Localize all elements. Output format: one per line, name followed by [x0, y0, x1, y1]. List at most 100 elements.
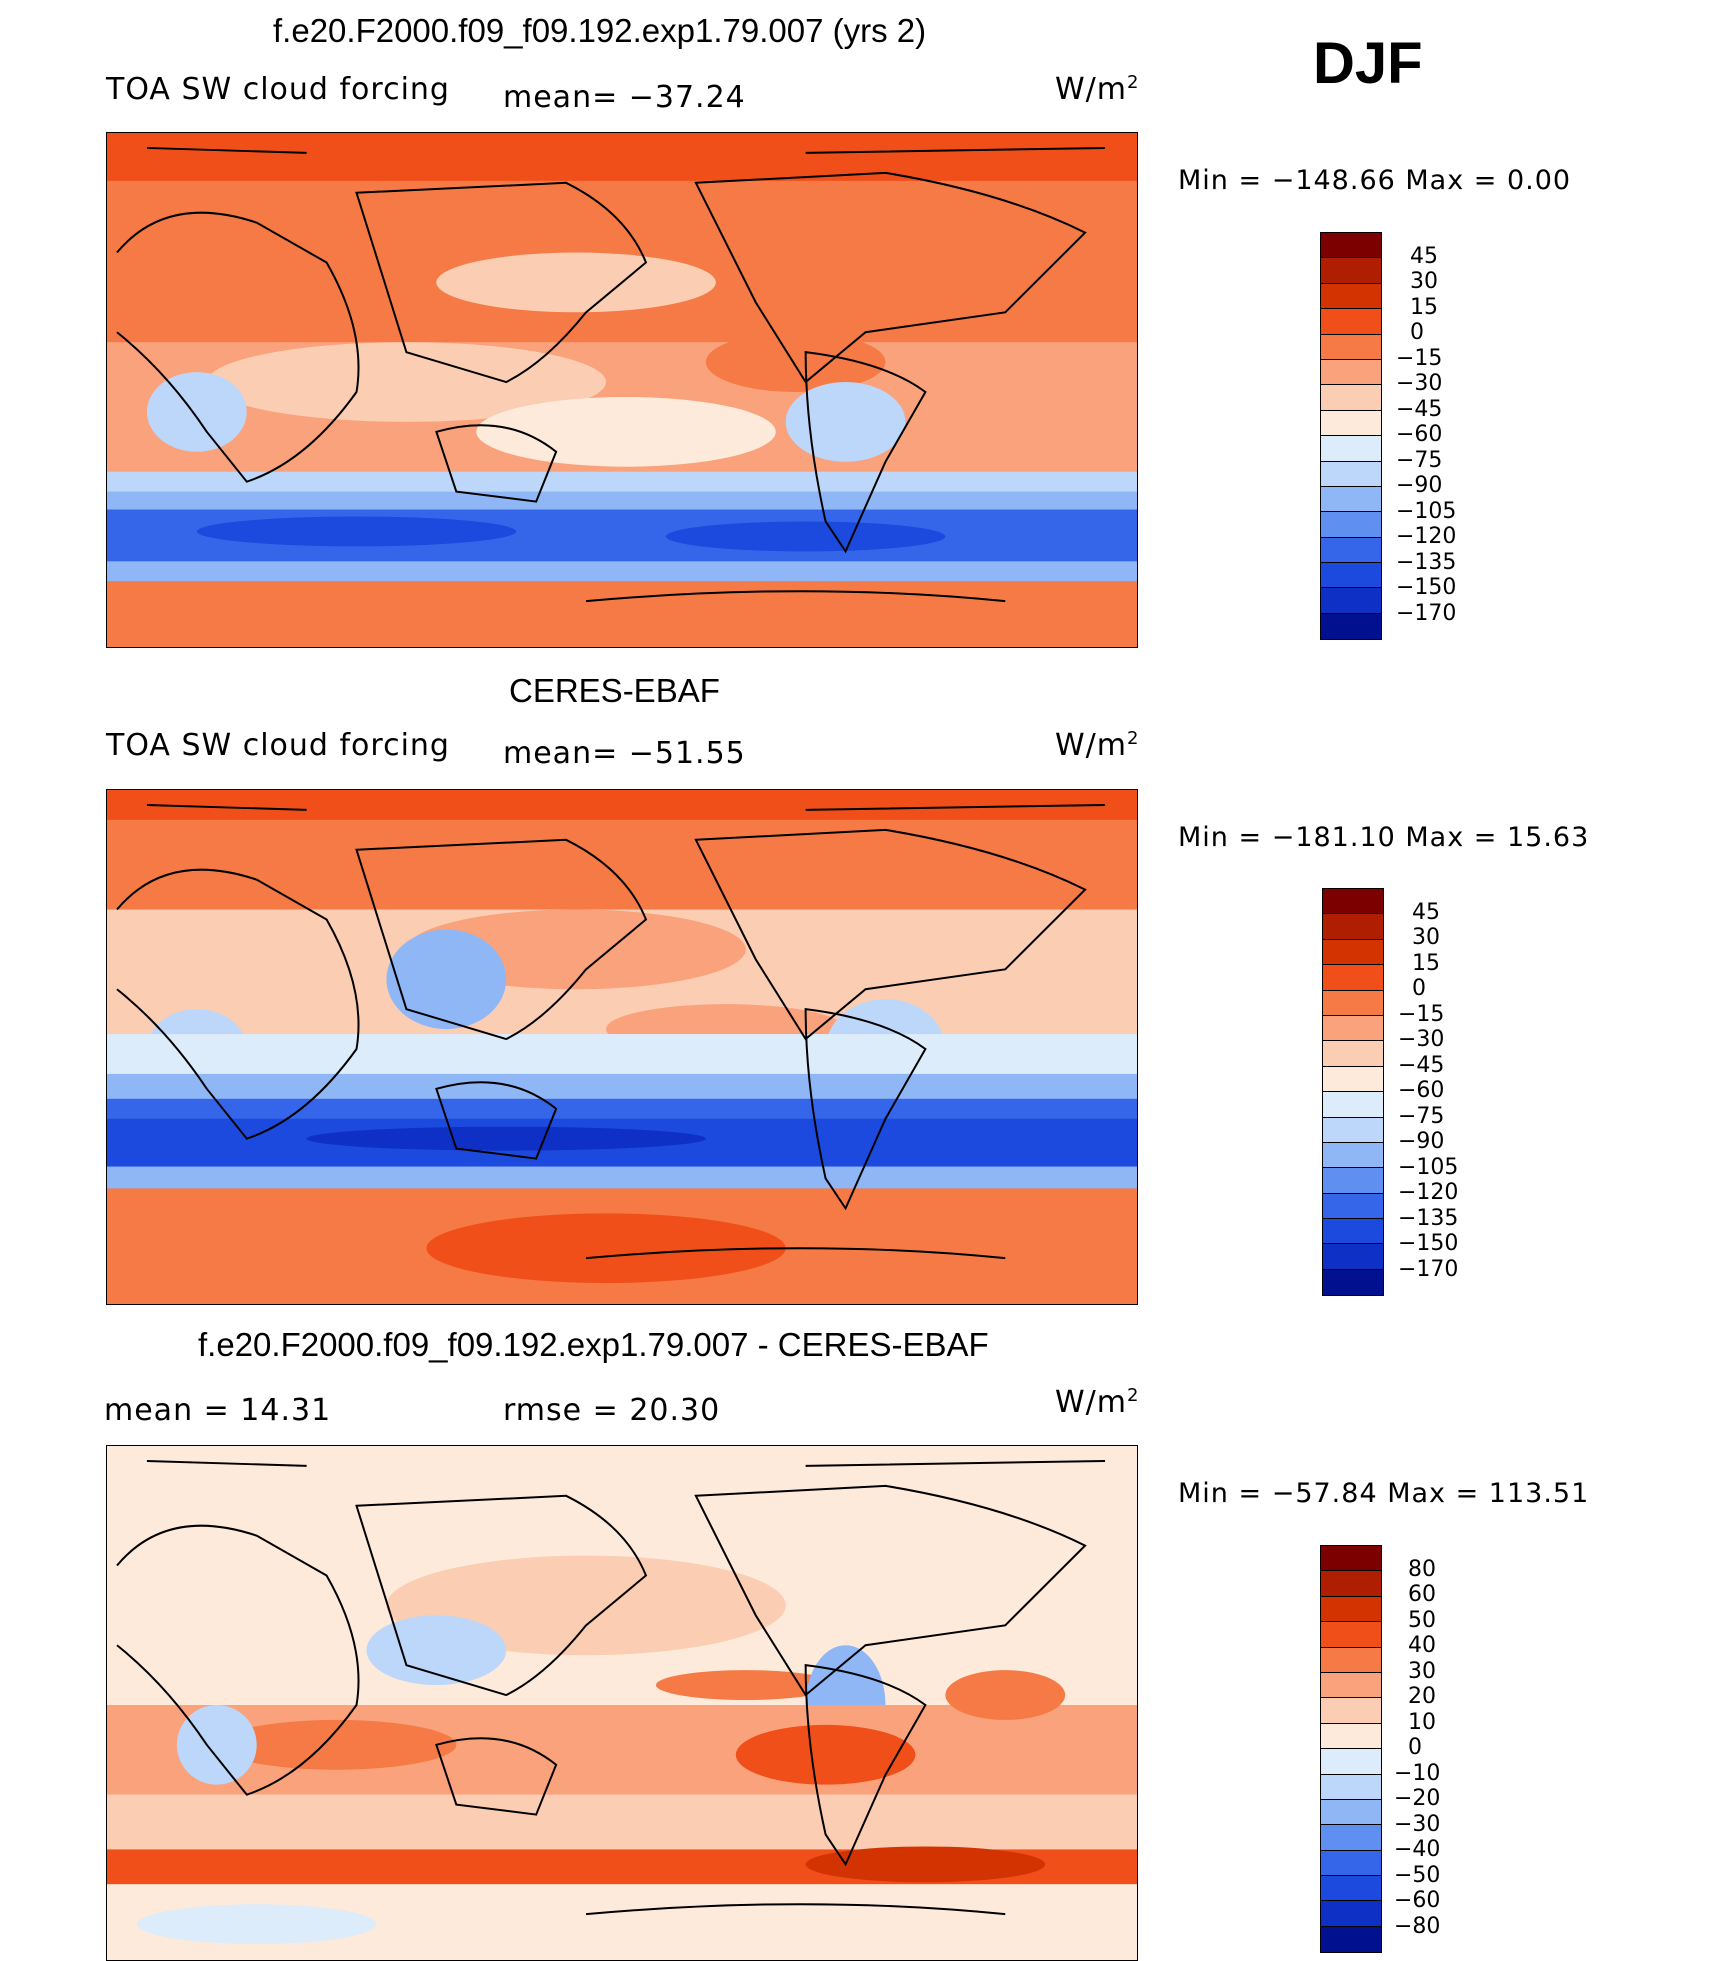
panel-2-colorbar	[1322, 888, 1384, 1296]
colorbar-swatch	[1321, 1596, 1381, 1623]
colorbar-tick-label: 20	[1408, 1684, 1436, 1709]
colorbar-tick-label: −60	[1398, 1078, 1445, 1103]
colorbar-tick-label: 30	[1408, 1658, 1436, 1684]
colorbar-swatch	[1321, 613, 1381, 640]
colorbar-tick-label: −120	[1398, 1180, 1459, 1205]
colorbar-swatch	[1321, 410, 1381, 437]
colorbar-swatch	[1323, 1015, 1383, 1042]
colorbar-swatch	[1321, 1749, 1381, 1775]
colorbar-tick-label: −10	[1394, 1760, 1441, 1786]
colorbar-swatch	[1321, 1876, 1381, 1902]
colorbar-swatch	[1321, 1672, 1381, 1699]
colorbar-tick-label: −30	[1398, 1027, 1445, 1052]
colorbar-swatch	[1321, 258, 1381, 284]
colorbar-tick-label: −135	[1396, 549, 1457, 575]
colorbar-swatch	[1323, 1244, 1383, 1270]
colorbar-swatch	[1321, 1825, 1381, 1851]
colorbar-tick-label: −150	[1398, 1231, 1459, 1256]
panel-3-rmse-label: rmse = 20.30	[503, 1393, 721, 1428]
colorbar-tick-label: −50	[1394, 1862, 1441, 1888]
colorbar-tick-label: −90	[1396, 473, 1443, 498]
colorbar-swatch	[1321, 1698, 1381, 1724]
colorbar-swatch	[1323, 1041, 1383, 1067]
colorbar-tick-label: 30	[1410, 269, 1438, 294]
colorbar-swatch	[1323, 1142, 1383, 1169]
colorbar-swatch	[1323, 965, 1383, 991]
colorbar-swatch	[1323, 1168, 1383, 1194]
colorbar-tick-label: −150	[1396, 575, 1457, 600]
colorbar-tick-label: −30	[1396, 371, 1443, 396]
colorbar-tick-label: 15	[1410, 294, 1438, 320]
colorbar-swatch	[1321, 359, 1381, 386]
colorbar-swatch	[1323, 990, 1383, 1016]
colorbar-tick-label: −30	[1394, 1811, 1441, 1837]
colorbar-tick-label: 60	[1408, 1582, 1436, 1607]
colorbar-swatch	[1323, 939, 1383, 966]
colorbar-tick-label: 10	[1408, 1709, 1436, 1735]
colorbar-swatch	[1321, 512, 1381, 538]
colorbar-tick-label: −15	[1398, 1001, 1445, 1027]
colorbar-tick-label: −20	[1394, 1786, 1441, 1811]
season-label: DJF	[1313, 31, 1423, 96]
panel-1-minmax: Min = −148.66 Max = 0.00	[1178, 165, 1572, 196]
colorbar-tick-label: −45	[1398, 1052, 1445, 1078]
colorbar-swatch	[1321, 1799, 1381, 1826]
panel-3-units: W/m2	[1055, 1385, 1140, 1420]
colorbar-swatch	[1321, 1571, 1381, 1597]
colorbar-swatch	[1321, 1901, 1381, 1927]
colorbar-tick-label: −135	[1398, 1205, 1459, 1231]
colorbar-swatch	[1323, 889, 1383, 915]
colorbar-swatch	[1321, 588, 1381, 614]
colorbar-tick-label: −170	[1398, 1256, 1459, 1282]
colorbar-swatch	[1323, 1066, 1383, 1093]
colorbar-swatch	[1321, 563, 1381, 589]
colorbar-tick-label: 50	[1408, 1607, 1436, 1633]
colorbar-swatch	[1321, 385, 1381, 411]
colorbar-swatch	[1323, 1092, 1383, 1118]
panel-3-mean-label: mean = 14.31	[104, 1393, 332, 1428]
colorbar-tick-label: 0	[1412, 976, 1426, 1001]
panel-1-title: f.e20.F2000.f09_f09.192.exp1.79.007 (yrs…	[273, 12, 927, 49]
colorbar-tick-label: 0	[1410, 320, 1424, 345]
panel-2-minmax: Min = −181.10 Max = 15.63	[1178, 822, 1590, 853]
panel-2-variable-label: TOA SW cloud forcing	[106, 728, 450, 763]
colorbar-swatch	[1321, 334, 1381, 360]
panel-2-map	[106, 789, 1138, 1305]
colorbar-tick-label: −40	[1394, 1837, 1441, 1862]
colorbar-swatch	[1321, 309, 1381, 335]
colorbar-swatch	[1321, 461, 1381, 487]
colorbar-tick-label: −60	[1394, 1888, 1441, 1913]
panel-1-variable-label: TOA SW cloud forcing	[106, 72, 450, 107]
colorbar-tick-label: 45	[1412, 899, 1440, 925]
colorbar-tick-label: −45	[1396, 396, 1443, 422]
colorbar-tick-label: −75	[1398, 1103, 1445, 1129]
colorbar-tick-label: −170	[1396, 600, 1457, 626]
colorbar-swatch	[1323, 914, 1383, 940]
colorbar-swatch	[1321, 1647, 1381, 1673]
colorbar-tick-label: −120	[1396, 524, 1457, 549]
colorbar-swatch	[1321, 1546, 1381, 1572]
panel-1-units: W/m2	[1055, 72, 1140, 107]
panel-1-map	[106, 132, 1138, 648]
panel-3-title: f.e20.F2000.f09_f09.192.exp1.79.007 - CE…	[198, 1326, 989, 1363]
colorbar-tick-label: 30	[1412, 925, 1440, 950]
colorbar-tick-label: 40	[1408, 1633, 1436, 1658]
panel-2-mean-label: mean= −51.55	[503, 736, 746, 771]
colorbar-swatch	[1321, 1774, 1381, 1800]
colorbar-swatch	[1321, 1723, 1381, 1750]
colorbar-swatch	[1321, 233, 1381, 259]
colorbar-swatch	[1321, 537, 1381, 564]
colorbar-swatch	[1323, 1269, 1383, 1296]
colorbar-swatch	[1321, 1622, 1381, 1648]
colorbar-swatch	[1321, 283, 1381, 310]
colorbar-tick-label: −75	[1396, 447, 1443, 473]
colorbar-tick-label: −60	[1396, 422, 1443, 447]
panel-3-map	[106, 1445, 1138, 1961]
panel-1-mean-label: mean= −37.24	[503, 80, 746, 115]
colorbar-swatch	[1321, 486, 1381, 513]
colorbar-swatch	[1323, 1117, 1383, 1143]
colorbar-tick-label: 80	[1408, 1556, 1436, 1582]
colorbar-tick-label: −80	[1394, 1913, 1441, 1939]
panel-3-minmax: Min = −57.84 Max = 113.51	[1178, 1478, 1590, 1509]
colorbar-tick-label: 45	[1410, 243, 1438, 269]
